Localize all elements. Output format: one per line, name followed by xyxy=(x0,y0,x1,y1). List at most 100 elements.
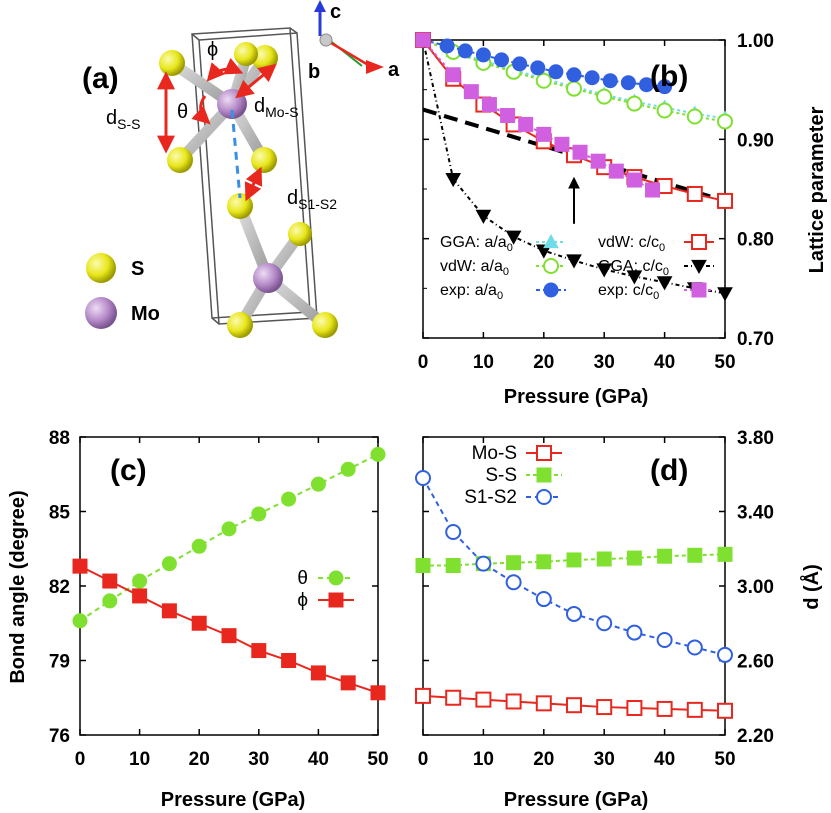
data-point-c-1 xyxy=(281,653,297,668)
data-point-b-5 xyxy=(590,153,606,169)
data-point-b-5 xyxy=(554,136,570,152)
x-tick-label-c: 0 xyxy=(75,749,86,770)
x-axis-label-b: Pressure (GPa) xyxy=(504,386,649,408)
data-point-d-0 xyxy=(686,701,703,718)
d-mos-label: dMo-S xyxy=(254,95,299,120)
data-point-d-0 xyxy=(415,687,431,704)
x-tick-label-d: 10 xyxy=(473,749,494,770)
s-atom xyxy=(167,147,193,173)
data-point-b-4 xyxy=(566,254,582,269)
x-axis-label-d: Pressure (GPa) xyxy=(504,789,649,811)
data-point-c-0 xyxy=(221,521,237,537)
data-point-d-1 xyxy=(445,558,461,574)
x-tick-label-c: 10 xyxy=(129,749,150,770)
chart-panel-d: 0 10 20 30 40 502.20 2.60 3.00 3.40 3.80 Mo-SS-SS… xyxy=(415,428,823,811)
data-point-b-2 xyxy=(584,70,600,86)
s-atom xyxy=(251,147,277,173)
x-tick-label-b: 30 xyxy=(594,352,615,373)
legend-s-swatch xyxy=(86,253,116,283)
d-ss-label: dS-S xyxy=(106,107,140,132)
data-point-c-0 xyxy=(102,593,118,609)
s-atom xyxy=(159,50,185,76)
series-line-d-1 xyxy=(423,553,726,567)
x-tick-label-b: 50 xyxy=(714,352,735,373)
data-point-d-1 xyxy=(506,555,522,571)
data-point-d-2 xyxy=(475,555,492,572)
data-point-b-5 xyxy=(481,97,497,113)
data-point-d-2 xyxy=(686,639,703,656)
legend-marker-b-1 xyxy=(543,258,559,274)
y-tick-label-c: 82 xyxy=(49,577,70,598)
legend-label-c-0: θ xyxy=(297,568,308,589)
legend-label-b-1: vdW: a/a0 xyxy=(440,258,509,278)
legend-marker-c-0 xyxy=(328,570,344,586)
y-tick-label-b: 1.00 xyxy=(737,31,774,52)
data-point-d-1 xyxy=(687,547,703,563)
y-tick-label-d: 3.80 xyxy=(737,428,774,449)
data-point-b-2 xyxy=(566,67,582,83)
data-point-b-1 xyxy=(566,80,582,97)
y-tick-label-d: 3.40 xyxy=(737,503,774,524)
panel-label-b: (b) xyxy=(650,60,688,93)
x-tick-label-c: 40 xyxy=(308,749,329,770)
data-point-c-1 xyxy=(161,603,177,619)
data-point-b-5 xyxy=(500,107,516,123)
data-point-d-0 xyxy=(626,699,643,716)
data-point-d-1 xyxy=(657,548,673,564)
theta-label: θ xyxy=(177,101,188,123)
data-point-b-5 xyxy=(463,84,479,100)
data-point-b-1 xyxy=(717,113,733,130)
s-atom xyxy=(288,222,312,246)
data-point-c-1 xyxy=(72,558,88,574)
data-point-c-0 xyxy=(310,476,326,492)
data-point-c-1 xyxy=(221,628,237,644)
data-point-c-0 xyxy=(370,446,386,462)
legend-marker-d-1 xyxy=(536,467,552,483)
data-point-d-2 xyxy=(415,469,431,486)
legend-label-b-0: GGA: a/a0 xyxy=(440,234,513,254)
y-tick-label-c: 88 xyxy=(49,428,70,449)
data-point-d-0 xyxy=(505,693,522,710)
data-point-b-3 xyxy=(717,192,733,209)
data-point-d-0 xyxy=(596,699,613,716)
data-point-d-2 xyxy=(566,605,582,622)
data-point-b-2 xyxy=(439,38,455,54)
data-point-d-2 xyxy=(445,523,462,540)
s-atom xyxy=(312,312,338,338)
data-point-b-4 xyxy=(445,172,462,188)
data-point-b-2 xyxy=(638,77,654,93)
y-axis-label-d: d (Å) xyxy=(799,564,823,610)
data-point-b-2 xyxy=(602,73,618,89)
y-tick-label-c: 76 xyxy=(49,726,70,747)
data-point-b-2 xyxy=(530,60,546,76)
x-tick-label-d: 40 xyxy=(654,749,675,770)
data-point-c-1 xyxy=(251,643,267,659)
data-point-d-1 xyxy=(415,558,431,574)
data-point-d-1 xyxy=(717,546,733,562)
data-point-b-1 xyxy=(656,102,673,119)
data-point-b-4 xyxy=(535,244,552,259)
data-point-b-5 xyxy=(415,32,431,48)
data-point-d-1 xyxy=(596,551,612,567)
data-point-c-0 xyxy=(191,538,207,554)
data-point-b-2 xyxy=(457,43,473,59)
legend-s-label: S xyxy=(131,258,144,280)
panel-label-d: (d) xyxy=(650,454,688,487)
panel-label-c: (c) xyxy=(110,454,147,487)
legend-mo-label: Mo xyxy=(131,303,160,325)
x-tick-label-c: 20 xyxy=(189,749,210,770)
data-point-b-4 xyxy=(596,263,613,278)
data-point-c-0 xyxy=(161,556,177,572)
data-point-d-0 xyxy=(656,700,673,717)
x-tick-label-b: 20 xyxy=(533,352,554,373)
legend-label-d-2: S1-S2 xyxy=(464,487,517,508)
data-point-c-0 xyxy=(72,613,88,629)
data-point-b-4 xyxy=(717,287,733,302)
y-tick-label-c: 85 xyxy=(49,503,71,524)
x-tick-label-d: 20 xyxy=(533,749,554,770)
data-point-c-1 xyxy=(370,685,386,701)
data-point-c-1 xyxy=(102,573,118,589)
legend-label-b-3: vdW: c/c0 xyxy=(598,234,665,254)
legend-marker-b-3 xyxy=(691,234,707,250)
legend-marker-d-2 xyxy=(536,489,552,505)
